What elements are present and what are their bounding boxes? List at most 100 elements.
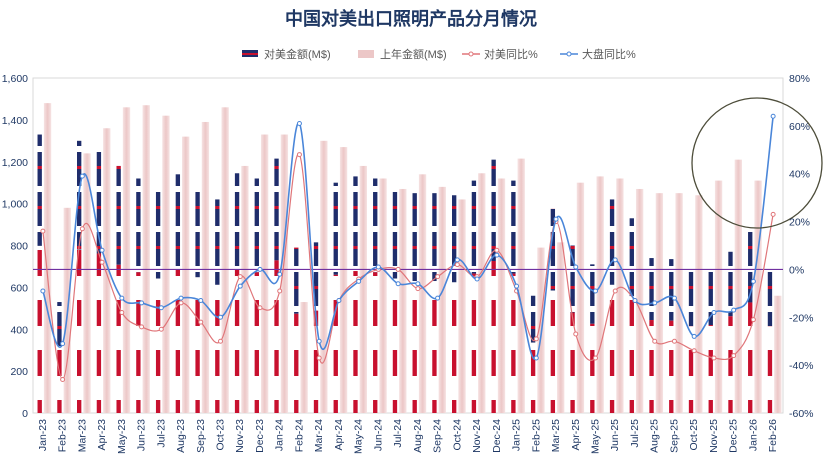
bar-prev-year — [83, 153, 91, 413]
total-yoy-line — [42, 116, 774, 360]
x-tick-label: Dec-23 — [254, 419, 266, 453]
y-left-tick-label: 600 — [10, 282, 28, 294]
us-yoy-point — [454, 262, 460, 268]
us-yoy-point — [494, 247, 500, 253]
us-yoy-point — [770, 211, 776, 217]
bar-current-upper — [155, 188, 161, 279]
bar-current-upper — [294, 247, 299, 314]
bar-current-lower — [590, 323, 595, 413]
us-yoy-point — [711, 355, 717, 361]
us-yoy-point — [533, 336, 539, 342]
bar-current-upper — [333, 182, 338, 275]
x-tick-label: Mar-24 — [313, 419, 325, 452]
bar-current-upper — [313, 242, 319, 311]
x-tick-label: Jul-25 — [629, 419, 641, 448]
total-yoy-point — [750, 278, 756, 284]
bar-current-lower — [274, 260, 279, 413]
legend-swatch-marker — [566, 51, 572, 57]
bar-current-lower — [234, 269, 240, 413]
x-tick-label: Nov-24 — [471, 419, 483, 453]
total-yoy-point — [454, 257, 460, 263]
total-yoy-point — [178, 295, 184, 301]
bar-current-upper — [491, 159, 496, 261]
us-yoy-point — [257, 305, 263, 311]
bar-current-lower — [432, 281, 437, 413]
total-yoy-point — [652, 300, 658, 306]
bar-current-upper — [728, 251, 733, 317]
bar-current-upper — [412, 193, 417, 282]
us-yoy-point — [296, 152, 302, 158]
total-yoy-point — [770, 113, 776, 119]
x-tick-label: Nov-23 — [234, 419, 246, 453]
bar-current-lower — [728, 316, 733, 413]
bar-current-upper — [452, 195, 457, 283]
x-tick-label: Jan-24 — [274, 419, 286, 451]
x-tick-label: Oct-24 — [451, 419, 463, 451]
bar-prev-year — [201, 121, 210, 413]
total-yoy-point — [237, 283, 243, 289]
bar-current-lower — [669, 320, 674, 413]
us-yoy-point — [218, 338, 223, 344]
bar-current-upper — [748, 228, 753, 303]
x-tick-label: May-25 — [590, 419, 602, 454]
bar-prev-year — [458, 199, 466, 413]
bar-current-lower — [491, 260, 496, 413]
bar-current-lower — [333, 274, 338, 413]
y-left-tick-label: 800 — [10, 241, 28, 253]
y-right-tick-label: -20% — [789, 312, 814, 324]
bar-current-lower — [175, 269, 181, 413]
bar-current-lower — [294, 313, 299, 413]
total-yoy-point — [731, 307, 737, 313]
us-yoy-point — [415, 286, 421, 292]
x-tick-label: Sep-23 — [195, 419, 207, 453]
us-yoy-point — [691, 348, 697, 354]
x-tick-label: Jul-23 — [155, 419, 167, 448]
bar-prev-year — [221, 107, 229, 413]
bar-prev-year — [695, 195, 703, 413]
y-right-tick-label: 40% — [789, 169, 810, 181]
total-yoy-point — [711, 310, 717, 315]
bar-current-lower — [57, 346, 62, 413]
us-yoy-point — [612, 288, 618, 294]
total-yoy-point — [415, 281, 421, 287]
bar-current-lower — [37, 245, 42, 413]
x-tick-label: May-24 — [353, 419, 365, 454]
total-yoy-point — [553, 216, 559, 222]
us-yoy-point — [573, 331, 579, 337]
bar-prev-year — [675, 193, 683, 413]
y-right-tick-label: -60% — [789, 408, 814, 420]
legend-label: 上年金额(M$) — [380, 47, 447, 61]
bar-prev-year — [43, 103, 52, 413]
y-left-tick-label: 0 — [22, 408, 28, 420]
bar-current-lower — [96, 253, 102, 413]
total-yoy-point — [158, 305, 164, 311]
total-yoy-point — [671, 295, 677, 301]
bar-current-upper — [37, 134, 42, 246]
total-yoy-point — [514, 283, 520, 289]
y-right-tick-label: 80% — [789, 73, 810, 85]
bar-current-lower — [155, 278, 161, 413]
bar-current-lower — [116, 264, 121, 413]
bar-prev-year — [399, 188, 407, 413]
total-yoy-point — [198, 298, 204, 304]
bar-current-upper — [609, 199, 615, 285]
x-tick-label: Aug-25 — [649, 419, 661, 453]
bar-current-lower — [649, 320, 654, 413]
bar-prev-year — [576, 182, 585, 413]
x-tick-label: Oct-23 — [215, 419, 227, 451]
bar-prev-year — [359, 165, 367, 413]
bar-prev-year — [596, 176, 604, 413]
bar-prev-year — [616, 178, 624, 413]
x-tick-label: Dec-24 — [491, 419, 503, 453]
y-left-tick-label: 1,000 — [2, 199, 28, 211]
bar-prev-year — [300, 302, 308, 413]
x-tick-label: Feb-23 — [57, 419, 69, 452]
bar-current-upper — [432, 193, 437, 282]
x-tick-label: Mar-23 — [76, 419, 88, 452]
total-yoy-point — [257, 266, 263, 272]
x-tick-label: Jan-23 — [37, 419, 49, 451]
x-tick-label: May-23 — [116, 419, 128, 454]
bar-prev-year — [478, 173, 486, 413]
us-yoy-point — [652, 338, 658, 344]
us-yoy-point — [119, 310, 125, 315]
